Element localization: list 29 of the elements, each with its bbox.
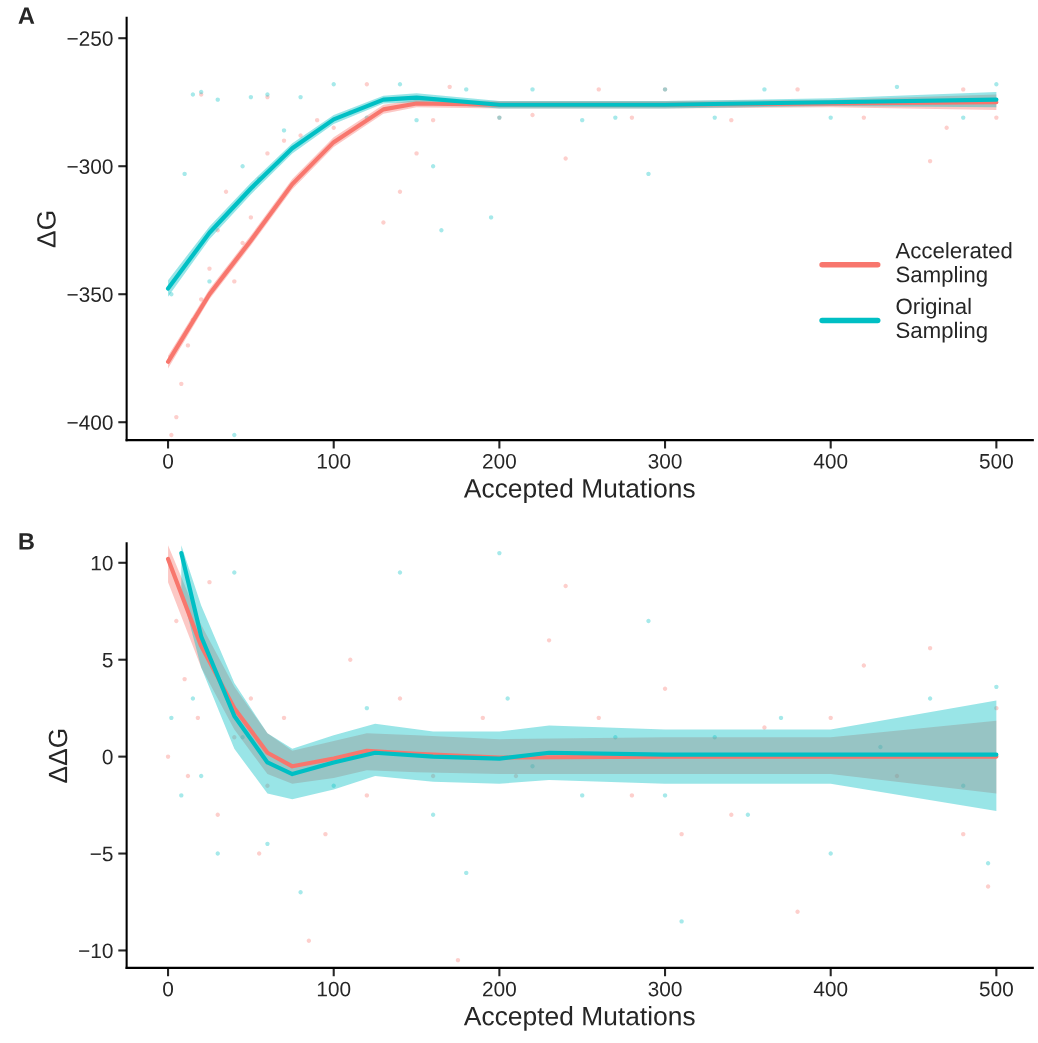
- x-tick-label: 0: [163, 453, 174, 469]
- y-tick-label: −5: [90, 846, 113, 862]
- x-tick-label: 500: [979, 453, 1013, 469]
- x-tick-label: 0: [163, 981, 174, 997]
- x-axis-title: Accepted Mutations: [463, 478, 695, 503]
- x-tick-label: 300: [648, 453, 682, 469]
- x-tick-label: 300: [648, 981, 682, 997]
- y-tick-label: −250: [67, 31, 113, 46]
- y-tick-label: 5: [102, 652, 113, 668]
- x-tick-label: 400: [813, 453, 848, 469]
- x-tick-label: 100: [317, 981, 351, 997]
- y-tick-label: −400: [67, 415, 113, 430]
- chart-title: A: [18, 7, 35, 24]
- y-tick-label: −300: [67, 159, 113, 174]
- x-tick-label: 100: [317, 453, 351, 469]
- y-axis-title: ΔΔG: [48, 729, 68, 783]
- x-tick-label: 200: [483, 453, 516, 469]
- y-tick-label: 0: [102, 749, 113, 765]
- chart-title: B: [19, 533, 34, 550]
- y-tick-label: 10: [91, 555, 113, 571]
- x-tick-label: 200: [483, 981, 516, 997]
- x-tick-label: 500: [979, 981, 1013, 997]
- legend-label: Accelerated Sampling: [895, 242, 1012, 287]
- x-tick-label: 400: [813, 981, 848, 997]
- y-tick-label: −350: [67, 287, 113, 302]
- legend-label: Original Sampling: [896, 297, 987, 343]
- y-tick-label: −10: [79, 943, 113, 959]
- y-axis-title: ΔG: [37, 211, 56, 248]
- x-axis-title: Accepted Mutations: [463, 1006, 695, 1031]
